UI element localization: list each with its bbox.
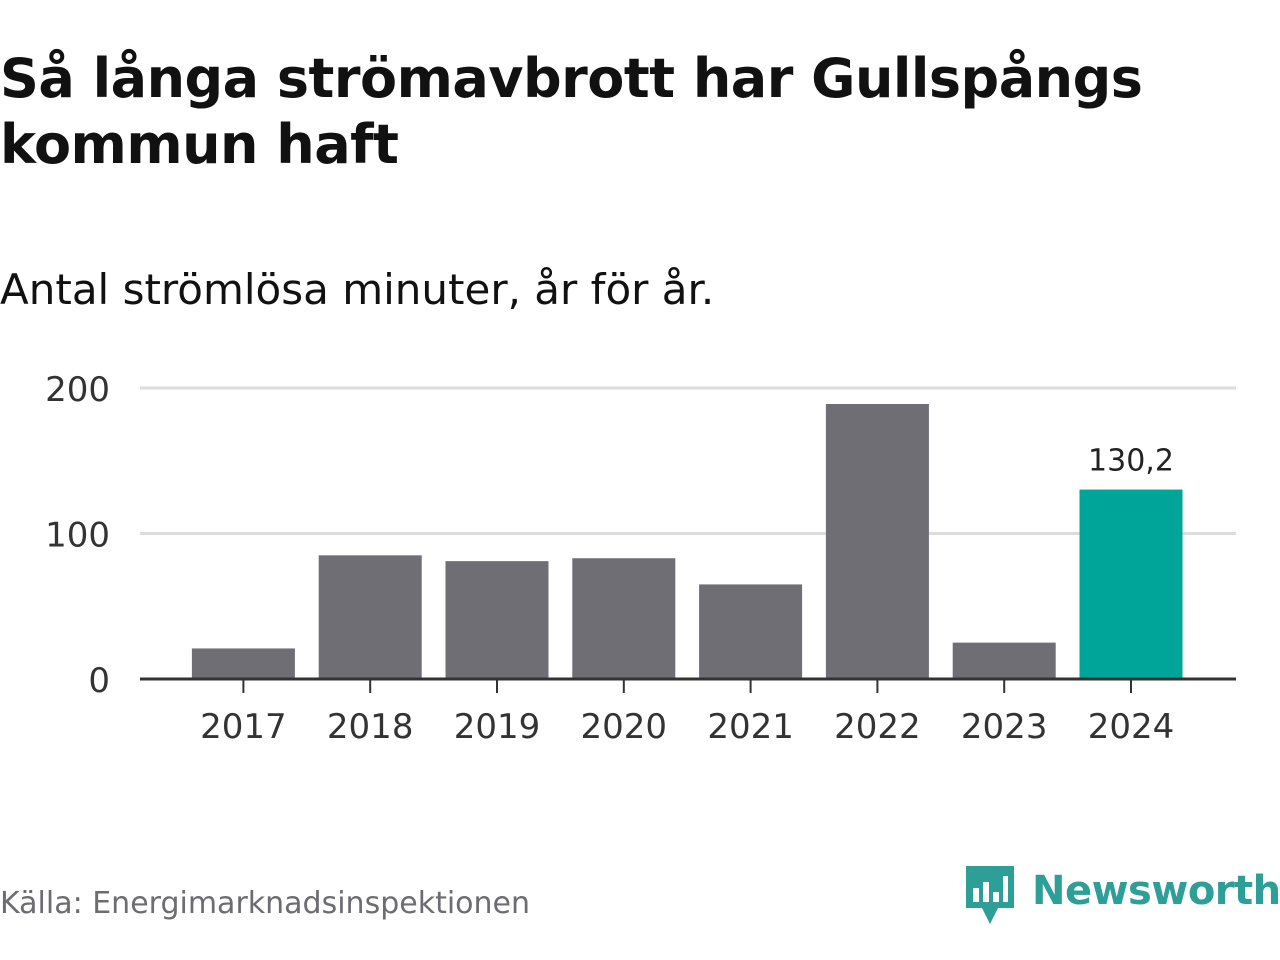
bar-2022 — [825, 404, 929, 679]
x-tick-label: 2019 — [454, 707, 541, 747]
newsworthy-logo-icon — [966, 866, 1014, 924]
y-axis-ticks: 0 100 200 — [45, 370, 110, 701]
bars — [191, 404, 1183, 679]
x-tick-label: 2018 — [327, 707, 414, 747]
bar-chart: 0 100 200 2017 2018 2019 2020 2021 2022 2023 2024… — [45, 370, 1236, 747]
bar-2019 — [445, 561, 549, 679]
chart-title: Så långa strömavbrott har Gullspångs kom… — [0, 47, 1143, 176]
x-tick-label: 2023 — [961, 707, 1048, 747]
x-tick-label: 2017 — [200, 707, 287, 747]
x-tick-label: 2022 — [834, 707, 921, 747]
data-labels: 130,2 — [1088, 444, 1174, 479]
bar-2017 — [191, 648, 295, 679]
bar-2023 — [952, 642, 1056, 679]
x-tick-label: 2020 — [581, 707, 668, 747]
bar-2024 — [1079, 489, 1183, 679]
x-tick-label: 2021 — [707, 707, 794, 747]
bar-2020 — [572, 558, 676, 679]
data-label: 130,2 — [1088, 444, 1174, 479]
source-note: Källa: Energimarknadsinspektionen — [0, 886, 531, 921]
bar-2018 — [318, 555, 422, 679]
y-tick-label: 200 — [45, 370, 110, 410]
x-tick-label: 2024 — [1088, 707, 1175, 747]
bar-2021 — [699, 584, 803, 679]
y-tick-label: 100 — [45, 516, 110, 556]
brand: Newsworthy — [964, 864, 1280, 930]
chart-subtitle: Antal strömlösa minuter, år för år. — [0, 265, 715, 314]
y-tick-label: 0 — [88, 661, 110, 701]
x-axis-ticks: 2017 2018 2019 2020 2021 2022 2023 2024 — [200, 679, 1174, 747]
brand-name: Newsworthy — [1032, 868, 1280, 914]
gridlines — [140, 386, 1236, 535]
